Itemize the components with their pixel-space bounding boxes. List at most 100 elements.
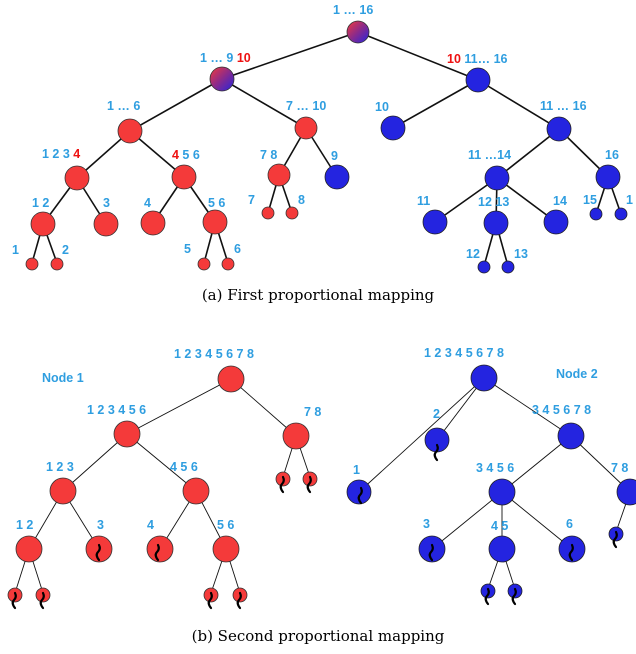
tree-a-leaf-5 [197,257,211,271]
tree-b1-node-456-label: 4 5 6 [170,460,198,474]
tree-a-root-label: 1 … 16 [333,3,373,17]
tree-b1-node-3-label: 3 [97,518,104,532]
node-1-title: Node 1 [42,371,84,385]
squiggle-b2-leaf-5 [511,587,517,606]
tree-a-node-10-16-label: 10 11… 16 [447,52,508,66]
tree-b1-node-12 [15,535,43,563]
tree-a-leaf-7-label: 7 [248,193,255,207]
squiggle-b2-node-1 [357,486,363,505]
tree-a-node-9 [324,164,350,190]
tree-a-leaf-2-label: 2 [62,243,69,257]
tree-a-node-56 [202,209,228,235]
tree-a-node-12-label: 1 2 [32,196,49,210]
squiggle-b1-leaf-6 [236,591,242,610]
squiggle-b2-node-6 [568,543,574,562]
squiggle-b1-leaf-2 [39,591,45,610]
tree-a-leaf-7 [261,206,275,220]
tree-b2-node-1 [346,479,372,505]
squiggle-b2-node-3 [428,543,434,562]
squiggle-b1-leaf-7 [279,475,285,494]
subtree-squiggle-marks [11,443,618,610]
tree-a-node-14 [543,209,569,235]
tree-a-leaf-13 [501,260,515,274]
tree-a-node-78-label: 7 8 [260,148,277,162]
tree-a-node-11-14-label: 11 …14 [468,148,511,162]
tree-b2-root-node [470,364,498,392]
tree-b2-root-label: 1 2 3 4 5 6 7 8 [424,346,504,360]
tree-b2-node-345678-label: 3 4 5 6 7 8 [532,403,591,417]
tree-b1-node-123456 [113,420,141,448]
tree-a-node-11-14 [484,165,510,191]
tree-a-leaf-6 [221,257,235,271]
tree-b2-node-2-label: 2 [433,407,440,421]
tree-a-leaf-13-label: 13 [514,247,528,261]
tree-a-node-1-6 [117,118,143,144]
tree-a-leaf-16-label: 1 [626,193,633,207]
tree-a-edges [31,31,622,267]
squiggle-b2-node-2 [433,443,439,462]
tree-b1-node-4 [146,535,174,563]
tree-a-node-456-label: 4 5 6 [172,148,200,162]
tree-b1-node-123-label: 1 2 3 [46,460,74,474]
tree-a-node-78 [267,163,291,187]
tree-b1-node-78 [282,422,310,450]
tree-a-node-1234 [64,165,90,191]
tree-a-node-11-label: 11 [417,194,430,208]
tree-a-leaf-15-label: 15 [583,193,597,207]
caption-b: (b) Second proportional mapping [192,627,445,645]
squiggle-b1-node-3 [95,543,101,562]
tree-b2-node-1-label: 1 [353,463,360,477]
tree-a-leaf-1-label: 1 [12,243,19,257]
tree-a-node-1213-label: 12 13 [478,195,509,209]
tree-b1-root-label: 1 2 3 4 5 6 7 8 [174,347,254,361]
tree-b2-node-345678 [557,422,585,450]
tree-a-node-9-label: 9 [331,149,338,163]
tree-a-leaf-12 [477,260,491,274]
tree-b2-node-45-label: 4 5 [491,519,508,533]
second-proportional-mapping-tree: Node 1 Node 2 1 2 3 4 5 6 7 8 1 2 3 4 5 … [7,346,636,645]
tree-a-node-1234-label: 1 2 3 4 [42,147,80,161]
tree-a-leaf-5-label: 5 [184,242,191,256]
tree-a-node-10 [380,115,406,141]
tree-a-node-56-label: 5 6 [208,196,225,210]
squiggle-b1-node-4 [154,543,160,562]
tree-a-leaf-16 [614,207,628,221]
tree-a-root-node [346,20,370,44]
tree-a-node-1-6-label: 1 … 6 [107,99,140,113]
tree-a-node-10-label: 10 [375,100,389,114]
tree-b2-node-3-label: 3 [423,517,430,531]
tree-b1-node-123456-label: 1 2 3 4 5 6 [87,403,146,417]
tree-a-node-1-10 [209,66,235,92]
squiggle-b1-leaf-5 [207,591,213,610]
tree-b2-node-3456-label: 3 4 5 6 [476,461,514,475]
tree-b1-node-56-label: 5 6 [217,518,234,532]
tree-b2-node-78 [616,478,636,506]
tree-b1-node-4-label: 4 [147,518,154,532]
squiggle-b1-leaf-8 [306,475,312,494]
tree-a-node-11 [422,209,448,235]
squiggle-b1-leaf-1 [11,591,17,610]
tree-a-node-11-16 [546,116,572,142]
tree-a-node-4 [140,210,166,236]
tree-a-node-10-16 [465,67,491,93]
tree-b1-node-456 [182,477,210,505]
tree-a-leaf-8-label: 8 [298,193,305,207]
tree-a-leaf-1 [25,257,39,271]
tree-a-node-11-16-label: 11 … 16 [540,99,587,113]
tree-b-edges [14,377,631,594]
tree-b1-node-56 [212,535,240,563]
tree-b1-node-78-label: 7 8 [304,405,321,419]
tree-b1-node-12-label: 1 2 [16,518,33,532]
tree-a-leaf-8 [285,206,299,220]
tree-a-node-3 [93,211,119,237]
tree-a-node-16 [595,164,621,190]
node-2-title: Node 2 [556,367,598,381]
tree-b2-node-6-label: 6 [566,517,573,531]
tree-a-node-12 [30,211,56,237]
squiggle-b2-leaf-7 [612,530,618,549]
squiggle-b2-leaf-4 [484,587,490,606]
tree-a-node-1-10-label: 1 … 9 10 [200,51,251,65]
tree-b1-root-node [217,365,245,393]
tree-b1-node-123 [49,477,77,505]
